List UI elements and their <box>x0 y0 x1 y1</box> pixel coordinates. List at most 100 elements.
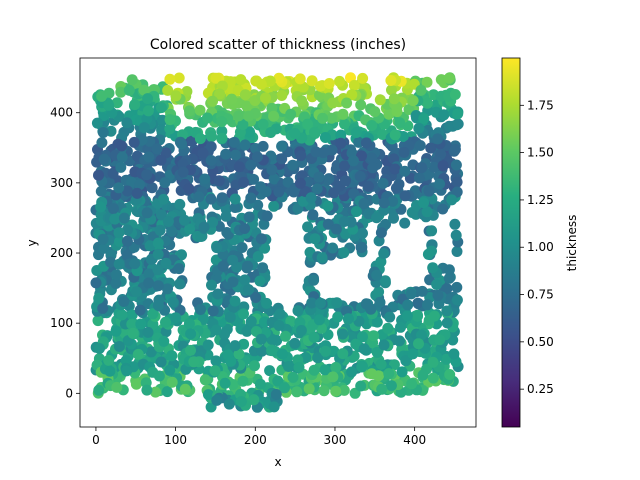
scatter-point <box>243 284 255 296</box>
scatter-point <box>233 110 245 122</box>
scatter-point <box>239 274 251 286</box>
scatter-point <box>443 72 455 84</box>
scatter-point <box>268 200 280 212</box>
scatter-point <box>377 129 388 140</box>
scatter-point <box>293 361 305 373</box>
scatter-point <box>315 297 326 309</box>
scatter-point <box>295 150 307 162</box>
scatter-point <box>134 179 145 191</box>
scatter-point <box>97 233 109 245</box>
scatter-point <box>145 346 157 358</box>
scatter-point <box>357 72 369 84</box>
scatter-point <box>399 165 411 177</box>
scatter-point <box>378 248 390 259</box>
scatter-point <box>186 135 198 147</box>
scatter-point <box>126 318 138 330</box>
scatter-point <box>258 218 270 230</box>
scatter-point <box>274 308 286 320</box>
scatter-point <box>93 384 105 396</box>
scatter-point <box>91 117 103 129</box>
scatter-point <box>407 95 419 107</box>
scatter-point <box>239 139 251 151</box>
scatter-point <box>113 182 125 194</box>
scatter-point <box>154 224 166 236</box>
scatter-point <box>348 188 360 200</box>
scatter-point <box>113 227 125 239</box>
scatter-point <box>451 294 463 306</box>
scatter-point <box>257 140 269 152</box>
scatter-point <box>416 285 428 297</box>
scatter-point <box>255 78 267 90</box>
scatter-point <box>427 356 439 368</box>
scatter-point <box>291 386 303 398</box>
scatter-point <box>135 318 147 330</box>
scatter-point <box>371 346 383 358</box>
scatter-point <box>164 364 176 376</box>
scatter-point <box>93 169 104 181</box>
scatter-point <box>255 333 267 345</box>
scatter-point <box>194 133 206 145</box>
scatter-point <box>450 159 462 171</box>
scatter-point <box>238 308 249 320</box>
scatter-point <box>229 193 241 205</box>
scatter-point <box>371 316 383 328</box>
scatter-point <box>173 72 185 84</box>
scatter-point <box>199 374 211 386</box>
x-tick-label: 200 <box>244 433 267 447</box>
scatter-point <box>357 331 368 343</box>
x-tick-label: 400 <box>403 433 426 447</box>
scatter-point <box>131 187 143 199</box>
scatter-point <box>111 381 123 393</box>
scatter-point <box>248 173 260 185</box>
scatter-point <box>252 199 264 211</box>
scatter-point <box>216 116 228 128</box>
scatter-point <box>310 146 322 158</box>
colorbar-label: thickness <box>565 215 579 272</box>
scatter-point <box>451 186 463 198</box>
scatter-point <box>121 224 133 236</box>
scatter-point <box>120 355 132 367</box>
scatter-point <box>255 233 267 245</box>
scatter-point <box>294 73 306 85</box>
scatter-point <box>207 95 218 107</box>
scatter-point <box>348 79 360 91</box>
scatter-point <box>129 99 141 111</box>
scatter-point <box>228 136 240 148</box>
scatter-point <box>249 360 260 372</box>
scatter-point <box>276 140 288 152</box>
colorbar-tick-label: 1.50 <box>527 146 554 160</box>
scatter-point <box>254 378 266 390</box>
scatter-point <box>385 380 397 392</box>
scatter-point <box>177 158 189 170</box>
scatter-point <box>138 122 150 134</box>
plot-area-frame <box>79 57 477 428</box>
scatter-point <box>312 352 324 364</box>
y-tick-label: 100 <box>50 316 73 330</box>
colorbar-tick-label: 0.50 <box>527 335 554 349</box>
scatter-point <box>415 84 427 96</box>
scatter-point <box>146 182 158 194</box>
scatter-point <box>335 137 347 149</box>
scatter-point <box>285 315 297 327</box>
scatter-point <box>184 223 196 235</box>
scatter-point <box>273 320 285 331</box>
scatter-point <box>375 227 387 239</box>
scatter-point <box>160 316 171 328</box>
scatter-point <box>315 80 326 92</box>
scatter-point <box>214 88 226 100</box>
scatter-point <box>429 310 440 322</box>
scatter-point <box>319 364 331 376</box>
scatter-point <box>116 140 128 152</box>
scatter-point <box>257 118 269 130</box>
scatter-point <box>143 277 155 289</box>
scatter-point <box>266 164 278 176</box>
scatter-point <box>394 335 405 347</box>
scatter-point <box>236 242 248 253</box>
scatter-point <box>431 279 443 290</box>
scatter-point <box>230 149 242 161</box>
scatter-point <box>268 401 280 413</box>
scatter-point <box>432 133 444 145</box>
scatter-point <box>219 377 231 389</box>
scatter-point <box>174 136 186 148</box>
